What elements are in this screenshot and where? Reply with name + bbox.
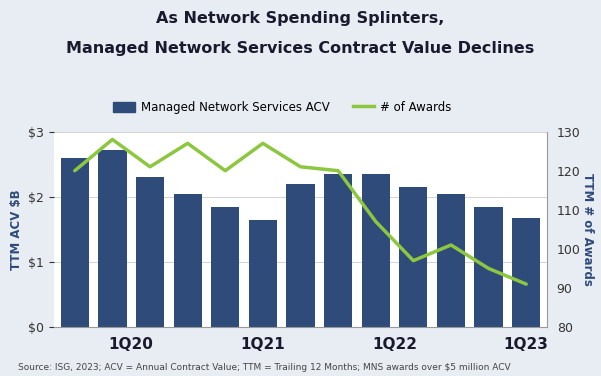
Text: Source: ISG, 2023; ACV = Annual Contract Value; TTM = Trailing 12 Months; MNS aw: Source: ISG, 2023; ACV = Annual Contract… [18, 363, 511, 372]
Text: As Network Spending Splinters,: As Network Spending Splinters, [156, 11, 445, 26]
Bar [99, 150, 126, 327]
Bar [287, 184, 314, 327]
Bar [136, 177, 164, 327]
Bar [362, 174, 390, 327]
Legend: Managed Network Services ACV, # of Awards: Managed Network Services ACV, # of Award… [109, 96, 456, 118]
Bar [475, 206, 502, 327]
Bar [399, 187, 427, 327]
Bar [61, 158, 89, 327]
Bar [324, 174, 352, 327]
Bar [174, 194, 202, 327]
Bar [437, 194, 465, 327]
Text: Managed Network Services Contract Value Declines: Managed Network Services Contract Value … [66, 41, 535, 56]
Bar [249, 220, 277, 327]
Y-axis label: TTM ACV $B: TTM ACV $B [10, 189, 23, 270]
Bar [512, 218, 540, 327]
Bar [211, 206, 239, 327]
Y-axis label: TTM # of Awards: TTM # of Awards [581, 173, 594, 286]
